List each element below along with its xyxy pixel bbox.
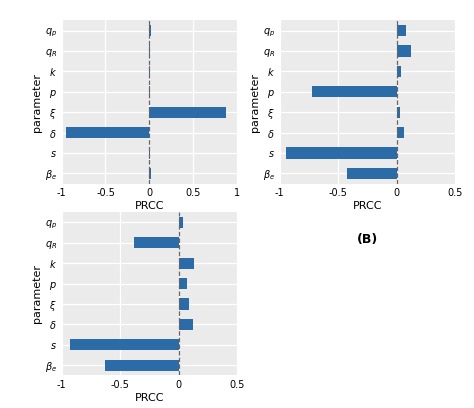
- Bar: [70, 339, 179, 350]
- X-axis label: PRCC: PRCC: [135, 393, 164, 403]
- Bar: [179, 319, 192, 330]
- Bar: [66, 127, 149, 138]
- X-axis label: PRCC: PRCC: [353, 201, 382, 211]
- Bar: [134, 237, 179, 248]
- Bar: [397, 127, 403, 138]
- X-axis label: PRCC: PRCC: [135, 201, 164, 211]
- Bar: [312, 86, 397, 98]
- Bar: [285, 147, 397, 159]
- Bar: [179, 298, 189, 310]
- Text: (B): (B): [357, 233, 378, 246]
- Bar: [347, 168, 397, 179]
- Bar: [179, 257, 194, 269]
- Bar: [149, 86, 150, 98]
- Y-axis label: parameter: parameter: [250, 73, 260, 131]
- Y-axis label: parameter: parameter: [32, 73, 42, 131]
- Bar: [149, 106, 227, 118]
- Bar: [149, 147, 150, 159]
- Text: (A): (A): [138, 233, 160, 246]
- Bar: [105, 359, 179, 371]
- Bar: [149, 45, 150, 57]
- Bar: [149, 168, 151, 179]
- Bar: [179, 278, 187, 289]
- Bar: [149, 66, 150, 77]
- Bar: [397, 25, 406, 36]
- Bar: [397, 106, 400, 118]
- Bar: [397, 45, 410, 57]
- Y-axis label: parameter: parameter: [32, 264, 42, 323]
- Bar: [179, 217, 183, 228]
- Bar: [397, 66, 401, 77]
- Bar: [149, 25, 151, 36]
